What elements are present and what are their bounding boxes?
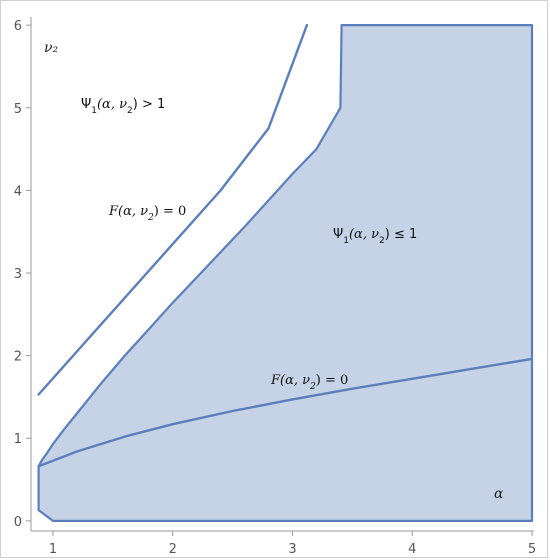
y-tick-label: 5 [14, 102, 22, 117]
x-axis-label: α [494, 486, 504, 502]
y-axis-label: ν₂ [44, 40, 59, 56]
x-tick-label: 1 [49, 542, 57, 557]
y-tick-label: 1 [14, 432, 22, 447]
annotation-f-lower: F(α, ν2) = 0 [270, 373, 348, 392]
shaded-region [37, 24, 534, 523]
series-line-2 [37, 357, 534, 468]
y-tick-label: 0 [14, 515, 22, 530]
series-line-1 [37, 23, 309, 396]
y-tick-label: 4 [14, 184, 22, 199]
x-tick-label: 5 [528, 542, 536, 557]
x-tick-label: 3 [288, 542, 296, 557]
x-tick-label: 4 [408, 542, 416, 557]
annotation-f-upper: F(α, ν2) = 0 [108, 204, 186, 223]
label-shaded-region: Ψ1(α, ν2) ≤ 1 [333, 227, 417, 246]
label-unshaded-region: Ψ1(α, ν2) > 1 [81, 97, 165, 116]
y-tick-label: 6 [14, 19, 22, 34]
y-tick-label: 2 [14, 350, 22, 365]
x-tick-label: 2 [169, 542, 177, 557]
y-tick-label: 3 [14, 267, 22, 282]
